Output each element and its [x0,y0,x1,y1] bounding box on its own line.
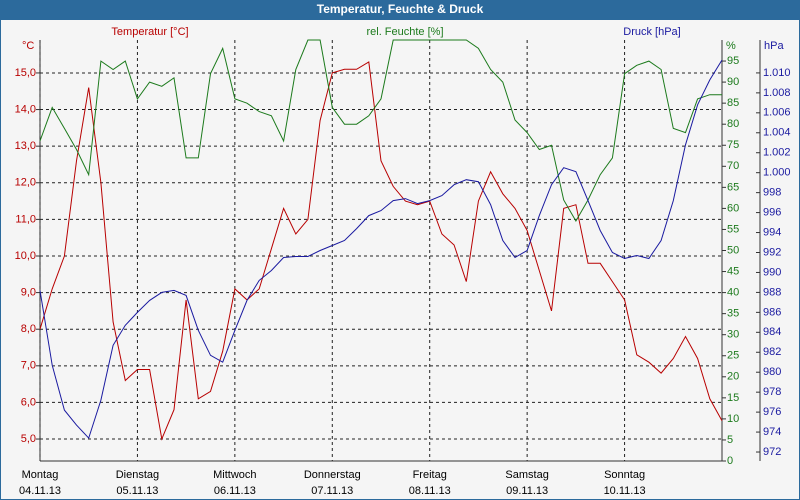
y-tick-label: 8,0 [21,323,36,335]
y-tick-label: 85 [727,97,739,109]
y-tick-label: 90 [727,76,739,88]
y-tick-label: 80 [727,118,739,130]
y-tick-label: 50 [727,244,739,256]
x-tick-sublabel: 10.11.13 [604,485,646,497]
y-tick-label: 980 [763,366,781,378]
y-tick-label: 996 [763,206,781,218]
x-tick-label: Mittwoch [213,469,256,481]
y-tick-label: 45 [727,265,739,277]
y-tick-label: 994 [763,226,781,238]
x-tick-sublabel: 06.11.13 [214,485,256,497]
axis-unit: % [726,40,736,52]
y-tick-label: 60 [727,202,739,214]
legend-label: rel. Feuchte [%] [366,26,443,38]
x-tick-label: Sonntag [604,469,645,481]
y-tick-label: 998 [763,187,781,199]
x-tick-sublabel: 08.11.13 [409,485,451,497]
y-tick-label: 5,0 [21,433,36,445]
y-tick-label: 7,0 [21,360,36,372]
legend-label: Druck [hPa] [623,26,680,38]
y-tick-label: 1.006 [763,107,791,119]
y-tick-label: 30 [727,329,739,341]
y-tick-label: 986 [763,306,781,318]
title-bar [0,0,800,20]
series-line [39,61,723,441]
y-tick-label: 992 [763,246,781,258]
y-tick-label: 95 [727,55,739,67]
x-tick-sublabel: 09.11.13 [506,485,548,497]
plot-area [40,40,722,461]
x-tick-label: Dienstag [116,469,159,481]
y-tick-label: 1.004 [763,127,791,139]
x-tick-label: Freitag [413,469,447,481]
y-tick-label: 14,0 [15,103,36,115]
y-tick-label: 20 [727,371,739,383]
x-tick-label: Montag [22,469,59,481]
y-tick-label: 1.010 [763,67,791,79]
x-tick-label: Donnerstag [304,469,361,481]
x-tick-sublabel: 04.11.13 [19,485,61,497]
y-tick-label: 5 [727,434,733,446]
y-tick-label: 35 [727,308,739,320]
y-tick-label: 974 [763,426,781,438]
y-tick-label: 15,0 [15,67,36,79]
y-tick-label: 988 [763,286,781,298]
y-tick-label: 1.008 [763,87,791,99]
y-tick-label: 55 [727,223,739,235]
y-tick-label: 990 [763,266,781,278]
y-tick-label: 984 [763,326,781,338]
y-tick-label: 12,0 [15,177,36,189]
y-tick-label: 0 [727,455,733,467]
y-tick-label: 976 [763,406,781,418]
y-tick-label: 1.002 [763,147,791,159]
y-tick-label: 9,0 [21,287,36,299]
y-tick-label: 10,0 [15,250,36,262]
y-tick-label: 10 [727,413,739,425]
x-tick-label: Samstag [505,469,548,481]
y-tick-label: 65 [727,181,739,193]
legend-label: Temperatur [°C] [111,26,188,38]
y-tick-label: 978 [763,386,781,398]
y-tick-label: 6,0 [21,396,36,408]
x-tick-sublabel: 05.11.13 [116,485,158,497]
axis-unit: hPa [764,40,784,52]
y-tick-label: 15 [727,392,739,404]
y-tick-label: 972 [763,446,781,458]
y-tick-label: 25 [727,350,739,362]
axis-unit: °C [22,40,34,52]
chart-title: Temperatur, Feuchte & Druck [317,2,484,16]
series-line [39,39,722,222]
x-tick-sublabel: 07.11.13 [311,485,353,497]
y-tick-label: 982 [763,346,781,358]
y-tick-label: 13,0 [15,140,36,152]
series-line [39,59,723,440]
y-tick-label: 40 [727,287,739,299]
y-tick-label: 70 [727,160,739,172]
y-tick-label: 75 [727,139,739,151]
y-tick-label: 1.000 [763,167,791,179]
y-tick-label: 11,0 [15,213,36,225]
